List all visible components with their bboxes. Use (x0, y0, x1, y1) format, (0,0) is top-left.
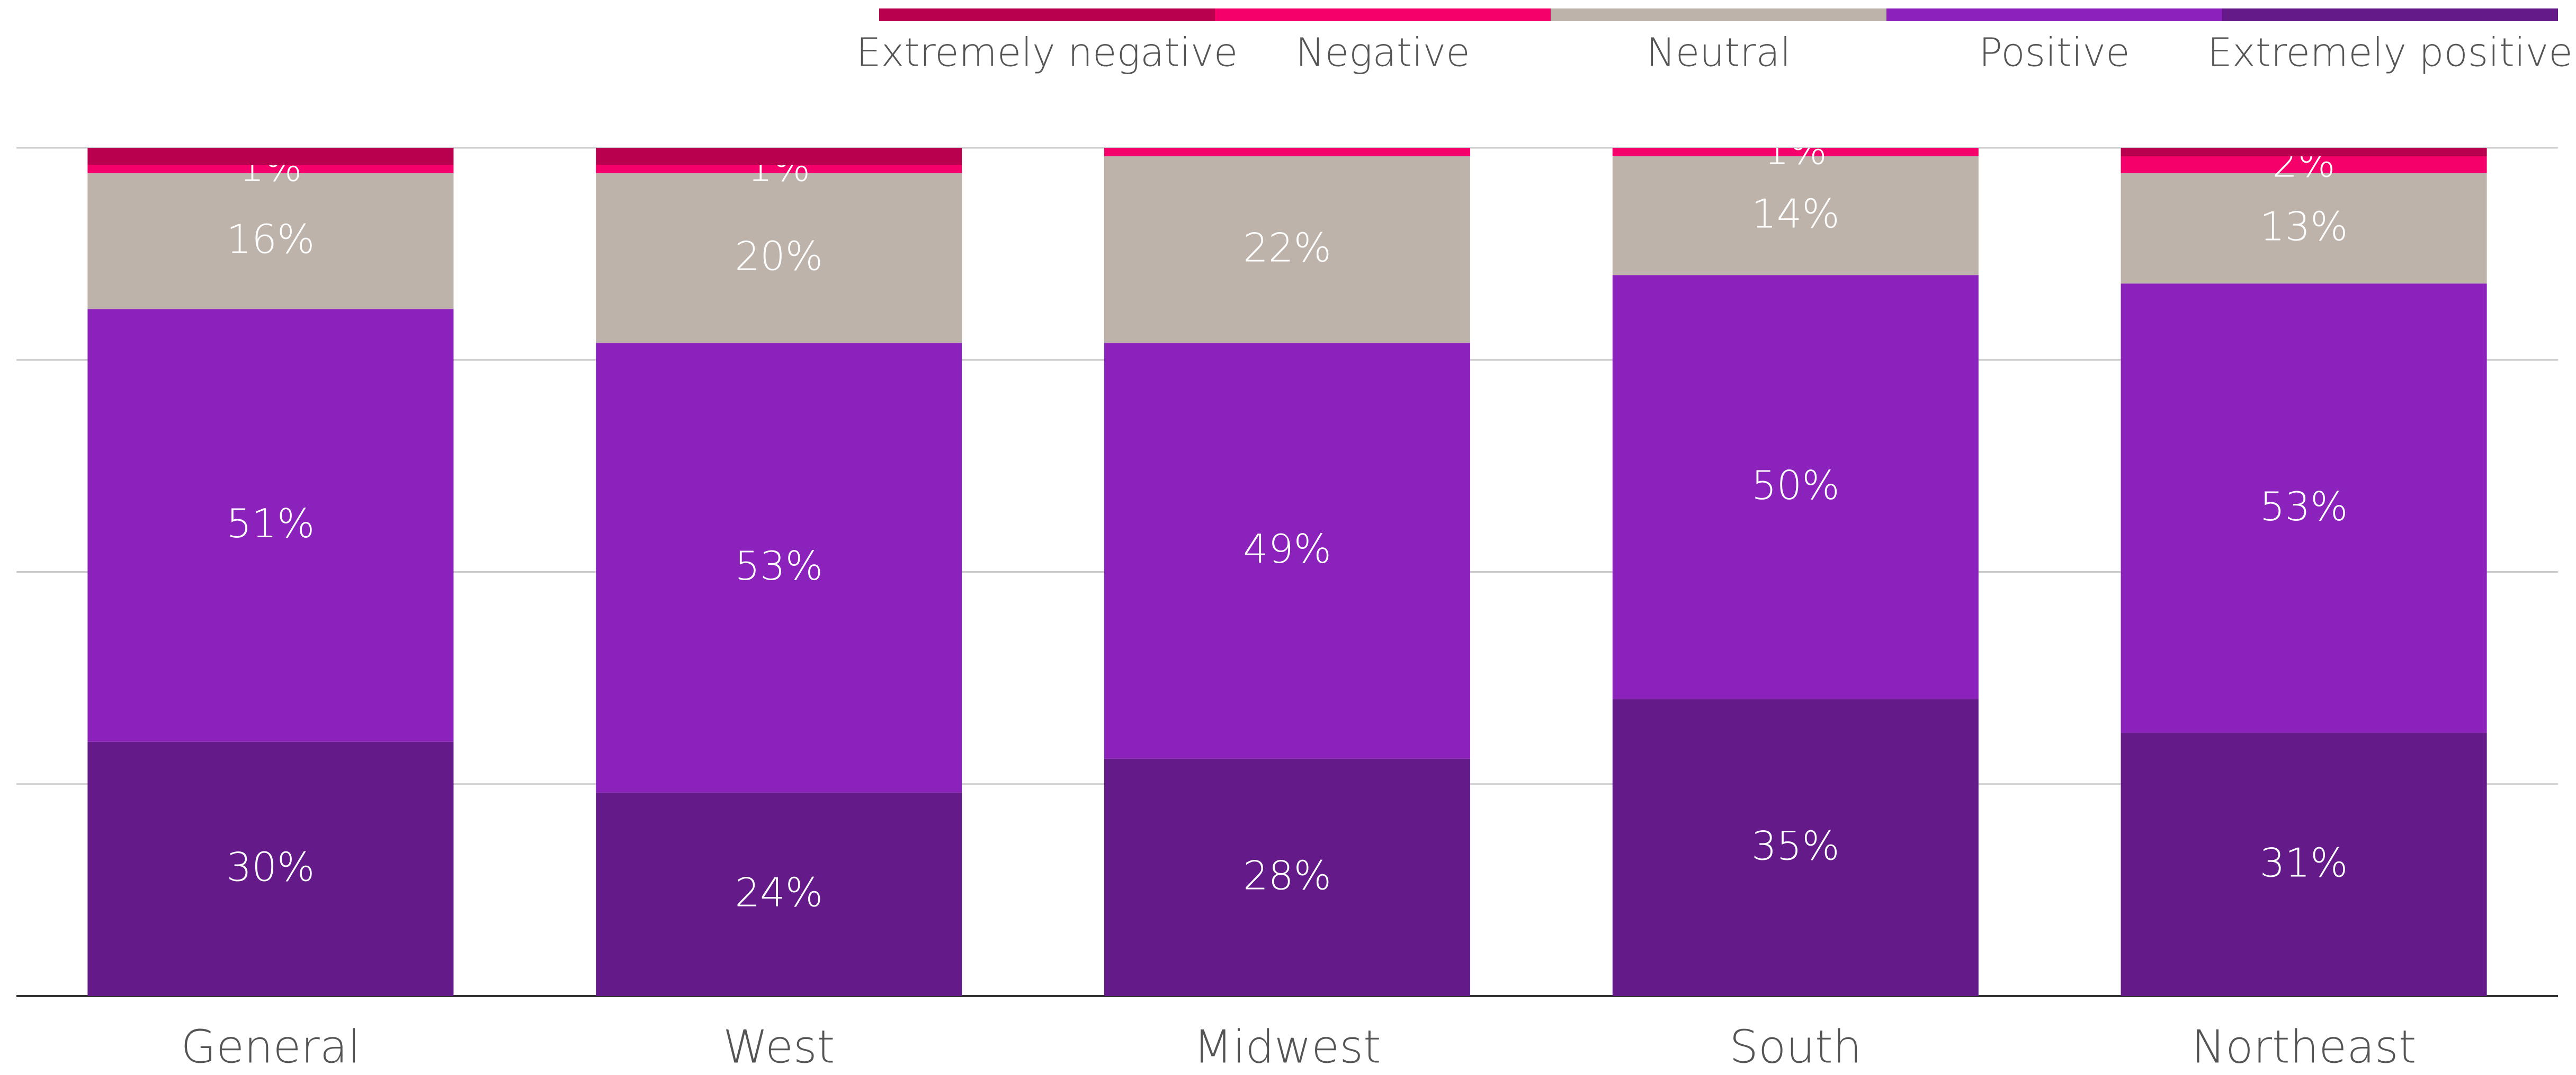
value-label: 14% (1751, 191, 1840, 237)
legend-label: Negative (1295, 30, 1470, 76)
legend-label: Positive (1979, 30, 2130, 76)
value-label: 30% (227, 843, 315, 890)
x-tick-label: West (723, 1021, 835, 1074)
bar-segment (596, 148, 962, 165)
value-label: 24% (735, 869, 823, 916)
bar-segment (87, 165, 454, 174)
bar-segment (87, 309, 454, 742)
bar-segment (1104, 156, 1471, 343)
bars: 30%51%16%1%24%53%20%1%28%49%22%35%50%14%… (87, 127, 2487, 996)
bar-segment (1104, 758, 1471, 996)
bar-segment (87, 148, 454, 165)
bar-segment (596, 173, 962, 343)
bar-segment (2121, 148, 2487, 157)
bar-segment (1612, 699, 1979, 996)
legend-swatch (1551, 8, 1886, 21)
x-tick-label: General (181, 1021, 360, 1074)
bar-segment (87, 173, 454, 309)
bar-segment (1104, 343, 1471, 759)
bar-segment (1612, 156, 1979, 276)
x-tick-label: Northeast (2192, 1021, 2417, 1074)
legend-swatch (2222, 8, 2558, 21)
bar-segment (2121, 173, 2487, 284)
bar-segment (2121, 733, 2487, 996)
value-label: 53% (2260, 483, 2348, 530)
legend-swatch (1215, 8, 1551, 21)
value-label: 31% (2260, 839, 2348, 886)
bar-segment (2121, 283, 2487, 733)
value-label: 28% (1243, 852, 1331, 899)
bar-segment (596, 343, 962, 793)
value-label: 22% (1243, 225, 1331, 271)
value-label: 53% (735, 543, 823, 589)
bar-segment (87, 741, 454, 996)
value-label: 1% (1764, 127, 1827, 174)
legend-label: Extremely negative (856, 30, 1238, 76)
value-label: 50% (1751, 462, 1840, 509)
labels: General West Midwest South Northeast Extremel… (181, 8, 2573, 1074)
x-tick-label: South (1729, 1021, 1862, 1074)
x-tick-label: Midwest (1193, 1021, 1381, 1074)
value-label: 35% (1751, 822, 1840, 869)
value-label: 16% (227, 216, 315, 263)
legend-label: Neutral (1646, 30, 1791, 76)
legend-swatch (879, 8, 1215, 21)
bar-segment (596, 165, 962, 174)
bar-segment (1613, 139, 1979, 148)
value-label: 49% (1243, 526, 1331, 572)
bar-segment (1612, 275, 1979, 699)
value-label: 51% (227, 500, 315, 547)
bar-segment (1104, 148, 1471, 157)
legend-swatch (1886, 8, 2222, 21)
value-label: 13% (2260, 203, 2348, 250)
bar-segment (1612, 148, 1979, 157)
value-label: 20% (735, 233, 823, 280)
legend-label: Extremely positive (2207, 30, 2573, 76)
value-label: 2% (2273, 140, 2336, 186)
bar-segment (2121, 156, 2487, 174)
bar-segment (596, 792, 962, 996)
